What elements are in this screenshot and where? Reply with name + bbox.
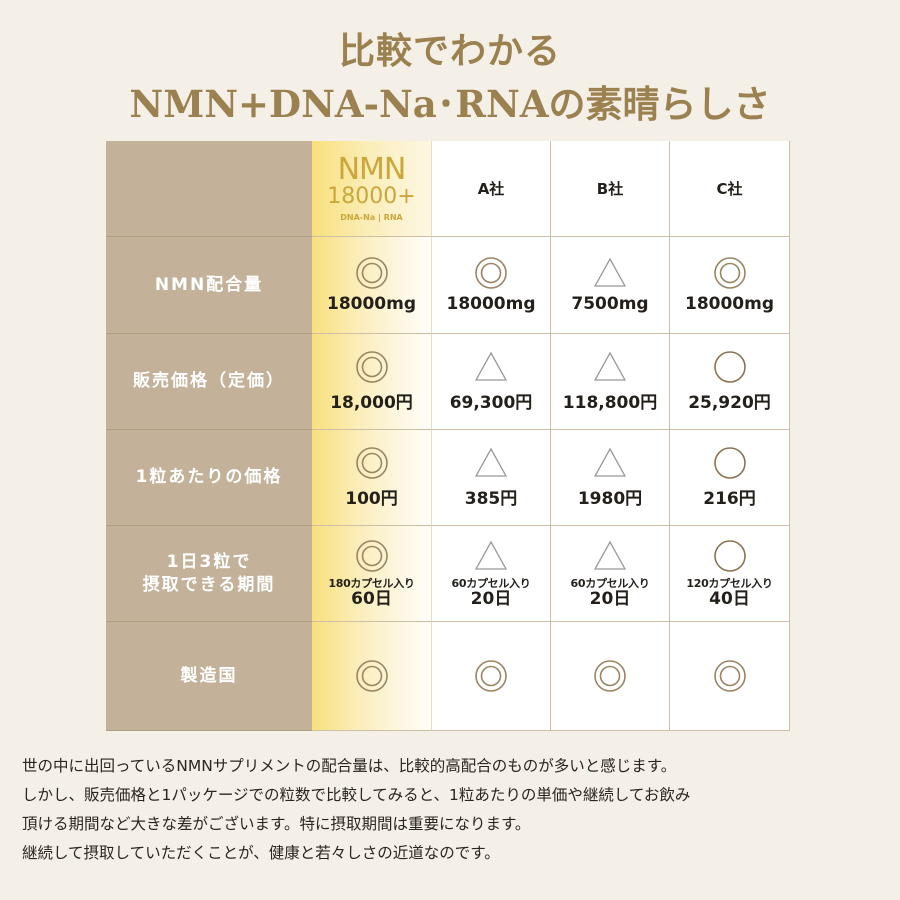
- row-label-price-per-capsule: 1粒あたりの価格: [106, 430, 312, 526]
- logo-subtitle-text: DNA-Na | RNA: [340, 213, 403, 223]
- table-cell: [670, 622, 790, 731]
- cell-value: 20日: [589, 589, 631, 609]
- table-cell: 385円: [432, 430, 551, 526]
- comparison-table: NMN 18000+ DNA-Na | RNA A社 B社 C社 NMN配合量 …: [106, 141, 790, 731]
- header-company-a: A社: [432, 141, 551, 237]
- cell-value: 60日: [351, 589, 392, 609]
- logo-nmn-text: NMN: [337, 151, 407, 187]
- header-company-c: C社: [670, 141, 790, 237]
- cell-value: 216円: [703, 489, 756, 509]
- capsule-count: 180カプセル入り: [328, 577, 415, 590]
- cell-value: 18000mg: [446, 294, 536, 314]
- description-line: 頂ける期間など大きな差がございます。特に摂取期間は重要になります。: [22, 815, 531, 833]
- cell-value: 1980円: [577, 489, 643, 509]
- company-name: C社: [716, 180, 743, 198]
- page-title-line1: 比較でわかる: [338, 30, 561, 72]
- row-label-country-of-manufacture: 製造国: [106, 622, 312, 731]
- circle-icon: [713, 446, 747, 480]
- table-corner: [106, 141, 312, 237]
- triangle-icon: [474, 539, 508, 573]
- row-label-line2: 摂取できる期間: [142, 574, 276, 595]
- capsule-count: 120カプセル入り: [686, 577, 773, 590]
- table-cell: 25,920円: [670, 334, 790, 430]
- cell-value: 20日: [470, 589, 512, 609]
- cell-value: 385円: [464, 489, 518, 509]
- double-circle-icon: [474, 256, 508, 290]
- header-product-nmn18000: NMN 18000+ DNA-Na | RNA: [312, 141, 432, 237]
- triangle-icon: [474, 446, 508, 480]
- circle-icon: [713, 539, 747, 573]
- table-cell: 69,300円: [432, 334, 551, 430]
- triangle-icon: [474, 350, 508, 384]
- table-cell: 18000mg: [432, 237, 551, 334]
- cell-value: 40日: [709, 589, 750, 609]
- row-label-line1: 1日3粒で: [166, 551, 252, 572]
- table-cell: 18000mg: [312, 237, 432, 334]
- cell-value: 18,000円: [330, 393, 413, 413]
- table-cell: 216円: [670, 430, 790, 526]
- cell-value: 18000mg: [684, 294, 775, 314]
- cell-value: 7500mg: [571, 294, 649, 314]
- row-label-retail-price: 販売価格（定価）: [106, 334, 312, 430]
- header-company-b: B社: [551, 141, 670, 237]
- logo-number-text: 18000+: [327, 183, 416, 209]
- triangle-icon: [593, 350, 627, 384]
- double-circle-icon: [355, 446, 389, 480]
- cell-value: 100円: [345, 489, 398, 509]
- table-cell: 18,000円: [312, 334, 432, 430]
- double-circle-icon: [474, 659, 508, 693]
- table-cell: 60カプセル入り 20日: [551, 526, 670, 622]
- table-cell: 60カプセル入り 20日: [432, 526, 551, 622]
- description-text: 世の中に出回っているNMNサプリメントの配合量は、比較的高配合のものが多いと感じ…: [22, 752, 892, 868]
- table-cell: 7500mg: [551, 237, 670, 334]
- triangle-icon: [593, 256, 627, 290]
- table-cell: 120カプセル入り 40日: [670, 526, 790, 622]
- company-name: A社: [477, 180, 505, 198]
- triangle-icon: [593, 446, 627, 480]
- row-label-nmn-amount: NMN配合量: [106, 237, 312, 334]
- double-circle-icon: [713, 659, 747, 693]
- double-circle-icon: [355, 350, 389, 384]
- table-cell: 180カプセル入り 60日: [312, 526, 432, 622]
- table-cell: 118,800円: [551, 334, 670, 430]
- description-line: しかし、販売価格と1パッケージでの粒数で比較してみると、1粒あたりの単価や継続し…: [22, 786, 691, 804]
- page-title-line2: NMN+DNA-Na･RNAの素晴らしさ: [129, 82, 771, 126]
- double-circle-icon: [355, 539, 389, 573]
- row-label-intake-period: 1日3粒で 摂取できる期間: [106, 526, 312, 622]
- double-circle-icon: [713, 256, 747, 290]
- table-cell: [432, 622, 551, 731]
- description-line: 継続して摂取していただくことが、健康と若々しさの近道なのです。: [22, 844, 500, 862]
- capsule-count: 60カプセル入り: [570, 577, 650, 590]
- table-cell: 100円: [312, 430, 432, 526]
- double-circle-icon: [355, 256, 389, 290]
- description-line: 世の中に出回っているNMNサプリメントの配合量は、比較的高配合のものが多いと感じ…: [22, 757, 677, 775]
- capsule-count: 60カプセル入り: [451, 577, 531, 590]
- table-cell: [312, 622, 432, 731]
- table-cell: 18000mg: [670, 237, 790, 334]
- cell-value: 118,800円: [562, 393, 658, 413]
- table-cell: [551, 622, 670, 731]
- nmn18000-logo: NMN 18000+ DNA-Na | RNA: [327, 151, 416, 223]
- cell-value: 25,920円: [688, 393, 771, 413]
- cell-value: 69,300円: [449, 393, 533, 413]
- table-cell: 1980円: [551, 430, 670, 526]
- triangle-icon: [593, 539, 627, 573]
- company-name: B社: [596, 180, 624, 198]
- double-circle-icon: [355, 659, 389, 693]
- circle-icon: [713, 350, 747, 384]
- double-circle-icon: [593, 659, 627, 693]
- cell-value: 18000mg: [326, 294, 417, 314]
